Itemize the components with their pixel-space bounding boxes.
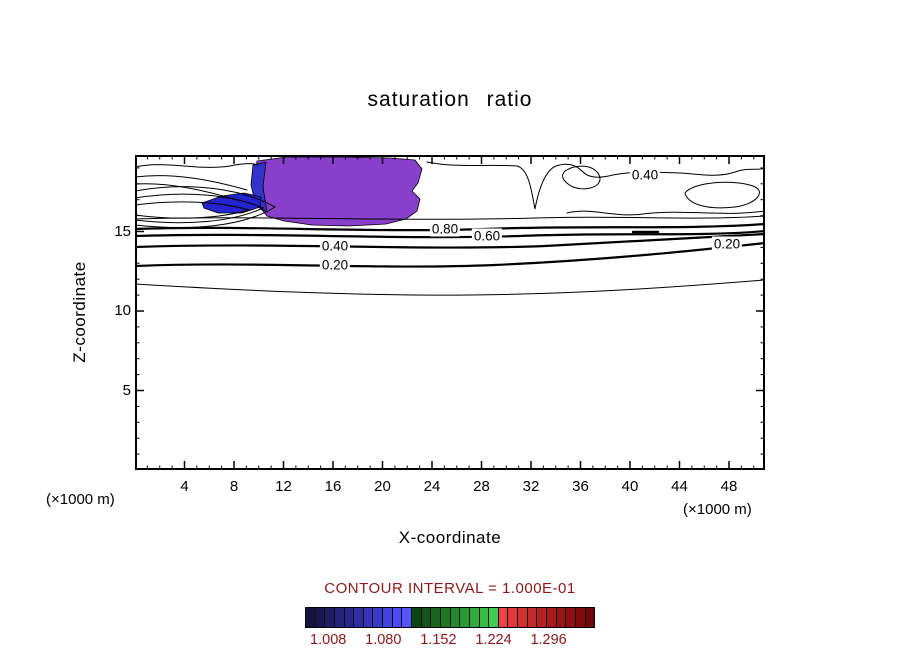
colorbar-stripe — [363, 608, 374, 627]
y-tick-label: 5 — [122, 381, 131, 399]
colorbar-stripe — [518, 608, 528, 627]
colorbar-stripe — [412, 608, 422, 627]
colorbar-stripe — [421, 608, 432, 627]
colorbar — [305, 607, 595, 628]
colorbar-stripe — [537, 608, 548, 627]
colorbar-stripe — [344, 608, 355, 627]
colorbar-stripe — [469, 608, 480, 627]
colorbar-stripe — [306, 608, 316, 627]
contour-line — [135, 232, 765, 249]
colorbar-stripe — [450, 608, 461, 627]
colorbar-stripe — [440, 608, 451, 627]
x-tick-label: 48 — [720, 478, 738, 495]
colorbar-stripe — [479, 608, 490, 627]
colorbar-stripe — [508, 608, 519, 627]
contour-line — [135, 193, 265, 224]
colorbar-stripe — [334, 608, 345, 627]
colorbar-stripe — [460, 608, 470, 627]
x-tick-label: 20 — [374, 478, 391, 495]
contour-line — [426, 161, 765, 210]
colorbar-stripe — [392, 608, 403, 627]
colorbar-stripe — [585, 608, 595, 627]
x-tick-label: 24 — [423, 478, 441, 495]
colorbar-tick-label: 1.224 — [475, 632, 512, 648]
colorbar-stripe — [402, 608, 413, 627]
colorbar-tick-label: 1.080 — [365, 632, 402, 648]
x-tick-label: 12 — [275, 478, 292, 495]
y-tick-label: 15 — [114, 222, 131, 240]
x-tick-label: 36 — [572, 478, 589, 495]
contour-line — [135, 241, 765, 268]
x-tick-label: 32 — [522, 478, 540, 495]
plot-frame — [135, 155, 765, 470]
colorbar-stripe — [354, 608, 364, 627]
x-tick-label: 44 — [671, 478, 688, 495]
y-axis-unit-label: (×1000 m) — [46, 491, 115, 508]
contour-line — [684, 181, 760, 209]
colorbar-tick-label: 1.296 — [530, 632, 567, 648]
contour-line — [566, 210, 765, 216]
plot-area: 0.40 0.80 0.60 0.40 0.20 0.20 — [135, 155, 765, 470]
contour-line — [135, 229, 765, 239]
x-tick-label: 40 — [621, 478, 639, 495]
filled-region-supersaturated-core — [253, 156, 423, 227]
contour-line — [135, 163, 259, 168]
colorbar-stripe — [547, 608, 557, 627]
y-tick-label: 10 — [114, 302, 131, 319]
colorbar-stripe — [498, 608, 509, 627]
y-axis-title: Z-coordinate — [70, 261, 89, 363]
colorbar-stripe — [383, 608, 393, 627]
colorbar-tick-label: 1.152 — [420, 632, 457, 648]
x-axis-unit-label: (×1000 m) — [683, 501, 752, 518]
x-axis-title: X-coordinate — [398, 528, 502, 547]
contour-line — [562, 165, 601, 190]
contour-plot-canvas — [135, 155, 765, 470]
contour-line — [135, 215, 765, 220]
colorbar-stripe — [489, 608, 499, 627]
x-tick-label: 4 — [180, 478, 189, 495]
contour-line — [135, 183, 238, 201]
x-tick-label: 8 — [229, 478, 239, 495]
colorbar-stripe — [315, 608, 326, 627]
contour-line — [135, 279, 765, 296]
colorbar-tick-label: 1.008 — [310, 632, 347, 648]
colorbar-stripe — [566, 608, 576, 627]
contour-interval-caption: CONTOUR INTERVAL = 1.000E-01 — [324, 580, 576, 597]
contour-line — [135, 175, 248, 191]
colorbar-stripe — [527, 608, 538, 627]
x-tick-label: 16 — [324, 478, 342, 495]
page-title: saturation ratio — [367, 88, 533, 111]
x-tick-label: 28 — [473, 478, 490, 495]
colorbar-stripe — [325, 608, 335, 627]
colorbar-stripe — [575, 608, 586, 627]
colorbar-stripe — [373, 608, 384, 627]
colorbar-stripe — [556, 608, 567, 627]
colorbar-stripe — [431, 608, 441, 627]
contour-line — [135, 222, 765, 232]
